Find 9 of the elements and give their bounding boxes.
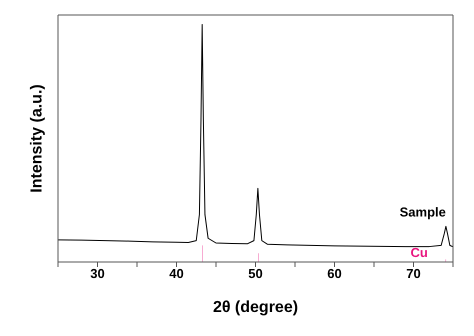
x-tick-label: 50 <box>248 266 263 282</box>
x-tick-label: 30 <box>90 266 105 282</box>
series-label: Sample <box>400 204 446 220</box>
series-label: Cu <box>410 245 428 260</box>
x-tick-label: 70 <box>406 266 421 282</box>
y-axis-title: Intensity (a.u.) <box>28 84 46 193</box>
x-axis-title: 2θ (degree) <box>212 299 298 316</box>
x-tick-label: 40 <box>169 266 184 282</box>
x-tick-label: 60 <box>327 266 342 282</box>
